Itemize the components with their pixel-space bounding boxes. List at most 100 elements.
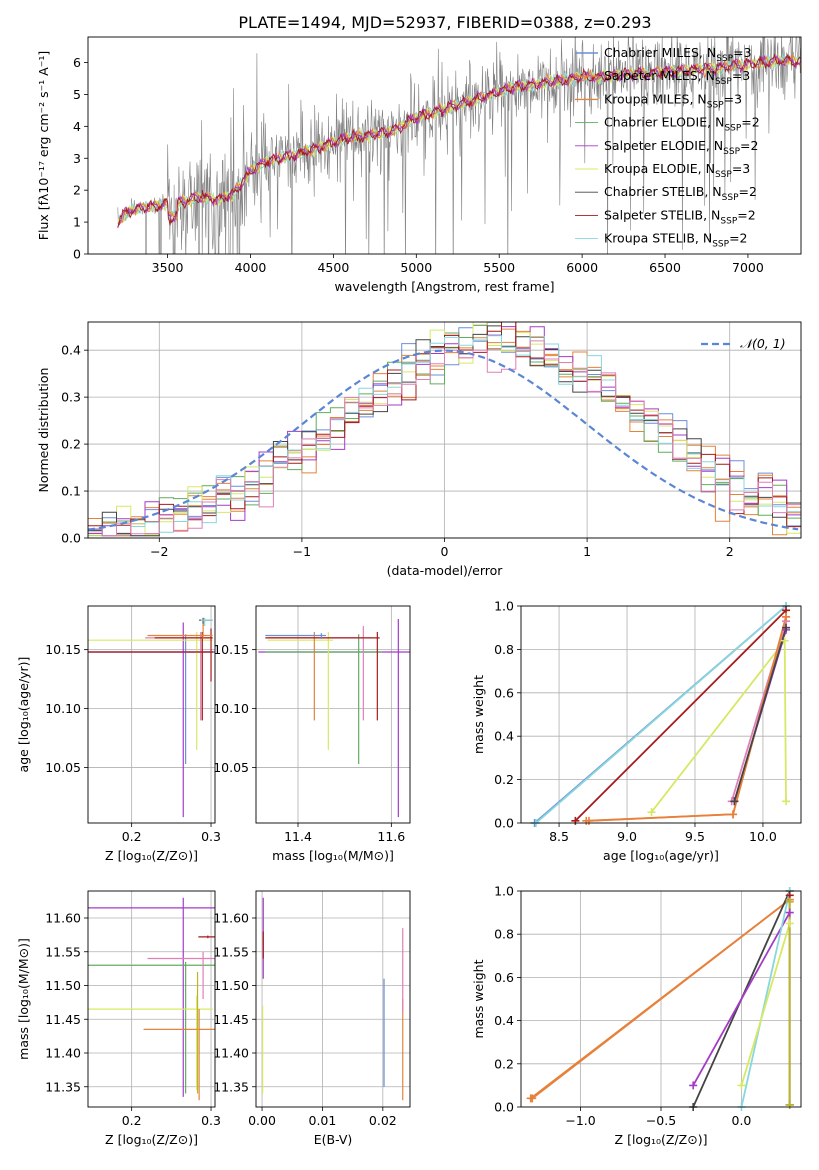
cumulative-weight-line [740, 923, 791, 1086]
weight-point-marker [785, 1100, 794, 1109]
axes-spectrum: 3500 4000 4500 5000 5500 6000 6500 7000 0 1 2 3 4 5 6 w… [36, 36, 802, 294]
model-spectrum-line [117, 53, 801, 226]
legend-entry: Chabrier MILES, NSSP=3 [604, 45, 752, 64]
y-tick-label: 10.15 [45, 642, 81, 657]
y-tick-label: 0.4 [494, 1013, 514, 1028]
x-axis-label: Z [log₁₀(Z/Z⊙)] [615, 1132, 708, 1147]
x-tick-label: 0 [441, 544, 449, 559]
legend-text: =3 [732, 68, 750, 83]
y-tick-label: 11.45 [45, 1012, 81, 1027]
legend-sub: SSP [716, 54, 733, 64]
legend-sub: SSP [715, 77, 732, 87]
x-tick-label: 6000 [566, 260, 598, 275]
y-tick-label: 11.50 [45, 978, 81, 993]
axes-cumweight_vs_Z: −1.0 −0.5 0.0 0.0 0.2 0.4 0.6 0.8 1.0 Z [log₁₀(Z/… [471, 884, 802, 1147]
y-tick-label: 11.55 [45, 944, 81, 959]
legend-entry: Kroupa ELODIE, NSSP=3 [604, 161, 750, 180]
y-tick-label: 0.0 [494, 816, 514, 831]
axes-age_vs_Z: 0.2 0.3 10.05 10.10 10.15 Z [log₁₀(Z/Z⊙)] age … [16, 605, 221, 863]
x-tick-label: −1 [293, 544, 311, 559]
legend-text: Salpeter MILES, N [604, 68, 715, 83]
x-tick-label: 10.0 [749, 829, 777, 844]
y-tick-label: 11.50 [213, 978, 249, 993]
y-tick-label: 4 [73, 119, 81, 134]
y-tick-label: 0.4 [494, 729, 514, 744]
legend-sub: SSP [707, 100, 724, 110]
y-tick-label: 0.2 [61, 437, 81, 452]
cumulative-weight-line [535, 606, 787, 823]
x-tick-label: 9.5 [685, 829, 705, 844]
weight-point-marker [730, 797, 739, 806]
legend-text: Chabrier STELIB, N [604, 184, 722, 199]
weight-point-marker [785, 897, 794, 906]
legend-entry: Chabrier STELIB, NSSP=2 [604, 184, 757, 203]
x-tick-label: 4000 [235, 260, 267, 275]
y-axis-label: Normed distribution [36, 368, 51, 493]
y-tick-label: 1.0 [494, 599, 514, 614]
residual-histogram [88, 322, 801, 534]
legend-text: =2 [739, 184, 757, 199]
cumulative-weight-line [740, 891, 791, 1107]
x-tick-label: 0.2 [122, 1113, 142, 1128]
axes-frame [255, 890, 411, 1108]
x-axis-label: Z [log₁₀(Z/Z⊙)] [105, 1132, 198, 1147]
axes-residuals: −2 −1 0 1 2 0.0 0.1 0.2 0.3 0.4 (data-model)/error… [36, 321, 802, 578]
y-tick-label: 0.8 [494, 927, 514, 942]
x-tick-label: 8.5 [549, 829, 569, 844]
x-tick-label: 4500 [317, 260, 349, 275]
plot-area-cumweight_vs_age [521, 606, 801, 823]
y-tick-label: 10.15 [213, 642, 249, 657]
normal-curve [88, 349, 799, 531]
x-axis-label: age [log₁₀(age/yr)] [603, 848, 719, 863]
legend-text: =2 [737, 207, 755, 222]
legend-text: =3 [733, 45, 751, 60]
observed-spectrum [117, 37, 801, 254]
x-tick-label: −1.0 [565, 1113, 595, 1128]
x-tick-label: 11.4 [284, 829, 312, 844]
weight-point-marker [571, 816, 580, 825]
x-tick-label: −0.5 [646, 1113, 676, 1128]
weight-point-marker [782, 623, 791, 632]
x-axis-label: Z [log₁₀(Z/Z⊙)] [105, 848, 198, 863]
y-axis-label: mass weight [471, 675, 486, 754]
legend-sub: SSP [720, 216, 737, 226]
axes-mass_vs_Z: 0.2 0.3 11.35 11.40 11.45 11.50 11.55 11.60 Z [l… [16, 890, 221, 1147]
y-tick-label: 1.0 [494, 884, 514, 899]
axes-frame [87, 890, 216, 1108]
plot-area-age_vs_Z [88, 606, 215, 823]
x-tick-label: 0.02 [369, 1113, 397, 1128]
residual-histogram [88, 340, 801, 537]
legend-entry: 𝒩(0, 1) [740, 336, 786, 351]
cumulative-weight-line [531, 898, 791, 1100]
y-tick-label: 6 [73, 55, 81, 70]
weight-point-marker [785, 908, 794, 917]
weight-point-marker [584, 816, 593, 825]
cumulative-weight-line [733, 627, 787, 802]
legend-sub: SSP [724, 124, 741, 134]
y-tick-label: 11.60 [213, 911, 249, 926]
x-axis-label: wavelength [Angstrom, rest frame] [334, 279, 554, 294]
plot-area-mass_vs_Z [88, 891, 215, 1107]
y-tick-label: 0.4 [61, 343, 81, 358]
y-tick-label: 10.05 [45, 760, 81, 775]
y-tick-label: 0.0 [494, 1100, 514, 1115]
y-tick-label: 11.35 [213, 1079, 249, 1094]
legend-text: Salpeter STELIB, N [604, 207, 720, 222]
x-tick-label: 5500 [483, 260, 515, 275]
x-tick-label: 2 [726, 544, 734, 559]
weight-point-marker [782, 797, 791, 806]
plot-area-spectrum [117, 37, 801, 254]
x-tick-label: 3500 [152, 260, 184, 275]
y-tick-label: 10.05 [213, 760, 249, 775]
axes-frame [87, 321, 802, 539]
legend-text: =3 [732, 161, 750, 176]
cumulative-weight-line [574, 609, 787, 822]
y-tick-label: 5 [73, 87, 81, 102]
legend-entry: Kroupa STELIB, NSSP=2 [604, 231, 748, 250]
weight-point-marker [647, 808, 656, 817]
figure-title: PLATE=1494, MJD=52937, FIBERID=0388, z=0… [238, 13, 651, 32]
cumulative-weight-line [692, 912, 791, 1086]
y-tick-label: 11.45 [213, 1012, 249, 1027]
cumulative-weight-line [650, 638, 787, 813]
